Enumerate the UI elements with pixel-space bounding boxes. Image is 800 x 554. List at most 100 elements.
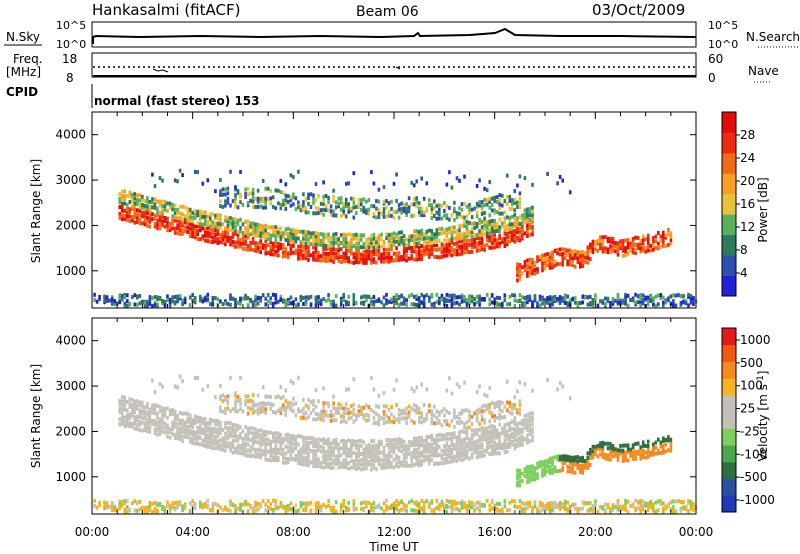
power-cell bbox=[322, 194, 325, 199]
power-cell bbox=[146, 211, 149, 215]
power-cell bbox=[370, 302, 373, 307]
velocity-cell bbox=[581, 506, 585, 511]
power-cell bbox=[126, 214, 129, 219]
velocity-cell bbox=[526, 433, 529, 438]
power-cell bbox=[443, 243, 446, 248]
power-cell bbox=[400, 201, 403, 206]
power-cell bbox=[506, 215, 509, 220]
power-cell bbox=[324, 194, 328, 198]
velocity-cell bbox=[586, 455, 590, 460]
power-cell bbox=[241, 241, 245, 246]
velocity-cell bbox=[344, 387, 348, 392]
velocity-cell bbox=[533, 477, 537, 482]
velocity-cell bbox=[523, 413, 527, 418]
power-cell bbox=[440, 226, 444, 231]
velocity-cell bbox=[229, 409, 232, 413]
velocity-cell bbox=[239, 446, 242, 451]
power-cell bbox=[151, 296, 154, 300]
power-cell bbox=[178, 232, 182, 236]
power-cell bbox=[646, 237, 650, 242]
power-cell bbox=[219, 177, 222, 182]
power-cell bbox=[614, 249, 617, 254]
power-cell bbox=[458, 247, 461, 252]
power-cell bbox=[667, 242, 670, 247]
power-cell bbox=[657, 231, 660, 235]
power-cell bbox=[601, 242, 605, 247]
power-cell bbox=[324, 204, 328, 209]
velocity-cell bbox=[294, 458, 298, 462]
power-cell bbox=[264, 296, 267, 301]
power-cell bbox=[438, 247, 441, 252]
velocity-cell bbox=[372, 447, 376, 452]
velocity-cell bbox=[490, 451, 494, 456]
power-cell bbox=[171, 299, 174, 304]
velocity-cell bbox=[458, 457, 461, 462]
velocity-cell bbox=[201, 443, 205, 448]
power-cell bbox=[521, 224, 524, 229]
velocity-cell bbox=[478, 500, 481, 505]
velocity-cell bbox=[420, 450, 423, 455]
velocity-cell bbox=[327, 461, 330, 466]
velocity-cell bbox=[261, 385, 265, 389]
power-cell bbox=[221, 240, 225, 245]
power-cell bbox=[264, 186, 267, 191]
velocity-cell bbox=[594, 452, 597, 457]
power-cell bbox=[123, 295, 127, 300]
power-cell bbox=[425, 206, 429, 211]
power-cell bbox=[518, 222, 522, 226]
velocity-cell bbox=[478, 427, 481, 432]
power-cell bbox=[138, 213, 142, 218]
power-cell bbox=[455, 229, 459, 234]
velocity-cell bbox=[234, 438, 237, 443]
power-cell bbox=[536, 258, 539, 263]
power-cell bbox=[420, 249, 423, 254]
velocity-cell bbox=[387, 419, 391, 424]
power-cell bbox=[385, 199, 388, 204]
velocity-cell bbox=[337, 465, 340, 470]
power-cell bbox=[521, 228, 524, 233]
power-cell bbox=[390, 247, 393, 252]
power-cell bbox=[682, 294, 685, 299]
velocity-cell bbox=[606, 446, 610, 451]
power-cell bbox=[611, 244, 615, 249]
velocity-cell bbox=[287, 401, 290, 406]
power-cell bbox=[435, 299, 439, 304]
power-cell bbox=[546, 300, 549, 305]
power-cell bbox=[616, 241, 620, 246]
power-cell bbox=[176, 207, 179, 212]
power-cell bbox=[277, 248, 280, 253]
velocity-cell bbox=[490, 424, 494, 429]
velocity-cell bbox=[541, 507, 544, 512]
velocity-cell bbox=[385, 498, 388, 503]
power-cell bbox=[334, 232, 338, 236]
velocity-cell bbox=[206, 433, 210, 438]
power-cell bbox=[397, 203, 401, 208]
power-cell bbox=[465, 231, 469, 236]
velocity-cell bbox=[443, 419, 446, 424]
velocity-cell bbox=[478, 410, 481, 415]
power-cell bbox=[163, 207, 167, 212]
velocity-cell bbox=[498, 403, 501, 408]
power-cell bbox=[141, 198, 144, 203]
power-colorbar-swatch bbox=[722, 152, 736, 174]
power-cell bbox=[385, 292, 388, 297]
power-cell bbox=[289, 247, 293, 252]
velocity-cell bbox=[251, 453, 255, 458]
power-cell bbox=[450, 213, 454, 218]
velocity-cell bbox=[337, 449, 340, 454]
power-cell bbox=[385, 251, 388, 256]
velocity-cell bbox=[186, 431, 189, 436]
velocity-cell bbox=[568, 396, 572, 401]
velocity-cell bbox=[254, 454, 257, 459]
power-cell bbox=[657, 302, 660, 307]
power-cell bbox=[244, 296, 247, 301]
power-cell bbox=[362, 250, 366, 254]
velocity-cell bbox=[141, 428, 144, 433]
velocity-cell bbox=[357, 404, 361, 409]
power-cell bbox=[581, 300, 585, 305]
velocity-cell bbox=[438, 504, 441, 508]
velocity-cell bbox=[548, 509, 552, 514]
velocity-cell bbox=[518, 411, 522, 416]
velocity-cell bbox=[599, 505, 602, 510]
power-cell bbox=[516, 200, 519, 205]
